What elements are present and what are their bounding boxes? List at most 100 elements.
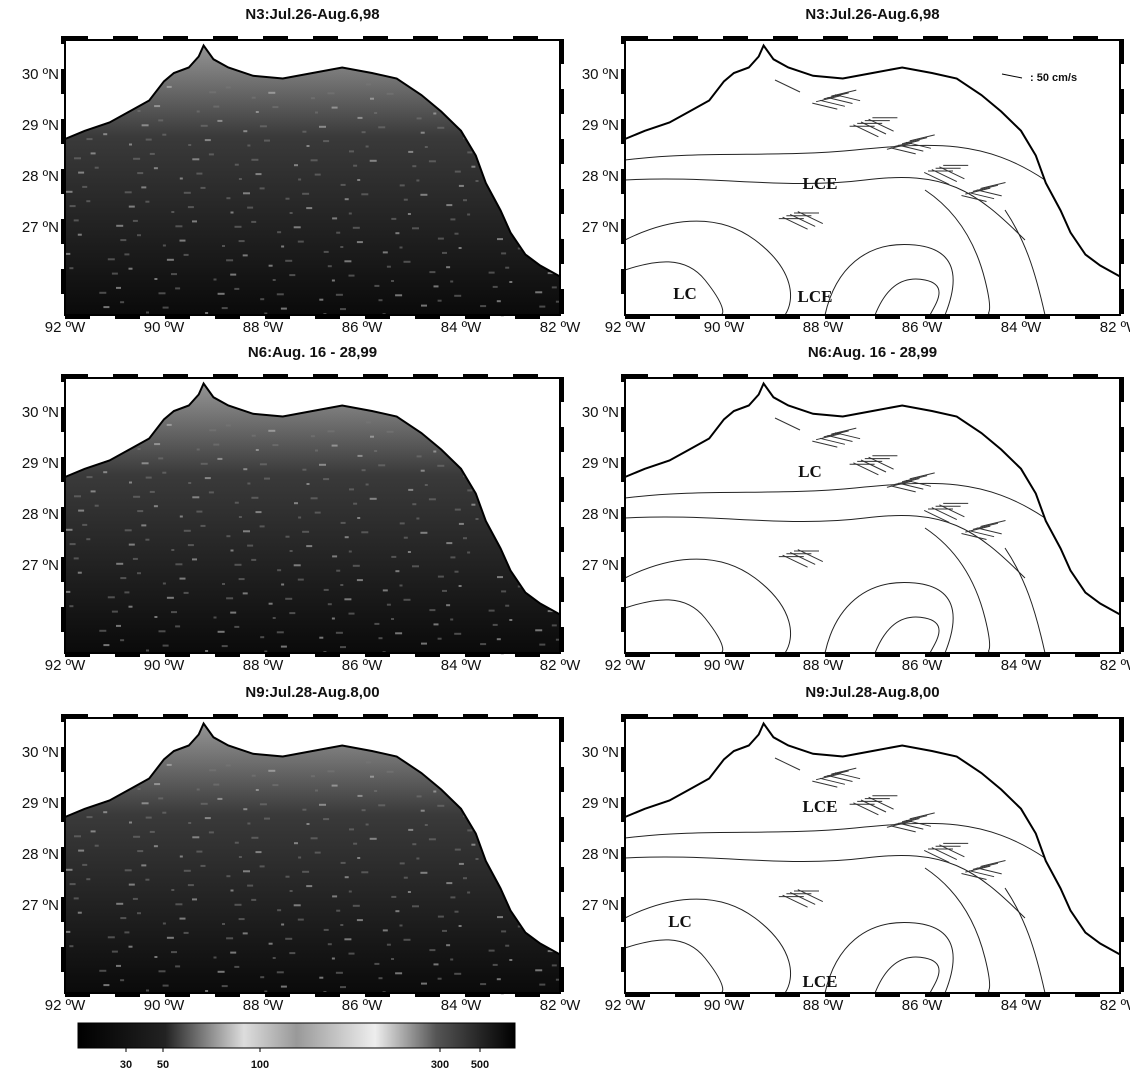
texture xyxy=(268,430,275,432)
texture xyxy=(446,204,452,206)
texture xyxy=(209,831,214,833)
texture xyxy=(336,632,343,634)
texture xyxy=(129,268,133,270)
texture xyxy=(112,273,118,275)
texture xyxy=(196,511,202,513)
texture xyxy=(433,113,436,115)
texture xyxy=(163,645,169,647)
texture xyxy=(74,495,81,497)
texture xyxy=(362,469,366,471)
texture xyxy=(205,139,211,141)
texture xyxy=(214,279,217,281)
texture xyxy=(446,604,450,606)
map-panel: N3:Jul.26-Aug.6,9830 ºN29 ºN28 ºN27 ºN92… xyxy=(22,6,581,336)
texture xyxy=(311,159,318,161)
texture xyxy=(120,577,126,579)
texture xyxy=(471,844,475,846)
texture xyxy=(133,220,138,222)
texture xyxy=(353,905,360,907)
lat-label: 27 ºN xyxy=(22,897,59,914)
texture xyxy=(298,179,301,181)
texture xyxy=(383,929,388,931)
texture xyxy=(344,938,351,940)
texture xyxy=(357,179,360,181)
texture xyxy=(243,130,247,132)
map-panel: N6:Aug. 16 - 28,9930 ºN29 ºN28 ºN27 ºN92… xyxy=(582,344,1130,674)
texture xyxy=(167,597,174,599)
texture xyxy=(425,146,428,148)
texture xyxy=(467,892,470,894)
lat-label: 27 ºN xyxy=(582,897,619,914)
texture xyxy=(476,180,479,182)
texture xyxy=(222,245,225,247)
texture xyxy=(434,963,439,965)
texture xyxy=(459,585,462,587)
texture xyxy=(315,512,321,514)
texture xyxy=(349,551,352,553)
texture xyxy=(180,178,183,180)
texture xyxy=(505,945,509,947)
lon-label: 90 ºW xyxy=(144,657,185,674)
figure: 3050100300500 N3:Jul.26-Aug.6,9830 ºN29 … xyxy=(0,0,1130,1075)
texture xyxy=(286,198,290,200)
texture xyxy=(332,958,335,960)
texture xyxy=(125,529,132,531)
texture xyxy=(91,490,96,492)
texture xyxy=(421,643,427,645)
texture xyxy=(256,789,259,791)
texture xyxy=(429,609,435,611)
texture xyxy=(243,530,250,532)
texture xyxy=(138,788,141,790)
texture xyxy=(192,836,199,838)
texture xyxy=(159,292,166,294)
texture xyxy=(455,171,461,173)
texture xyxy=(145,201,149,203)
texture xyxy=(332,280,335,282)
texture xyxy=(235,564,242,566)
texture xyxy=(214,617,217,619)
texture xyxy=(387,604,391,606)
texture xyxy=(239,516,242,518)
texture xyxy=(281,246,284,248)
texture xyxy=(251,899,256,901)
texture xyxy=(197,111,200,113)
texture xyxy=(281,646,287,648)
texture xyxy=(357,919,363,921)
feature-label: LC xyxy=(668,912,692,931)
texture xyxy=(163,985,169,987)
texture xyxy=(154,278,157,280)
texture xyxy=(286,536,290,538)
texture xyxy=(459,863,464,865)
texture xyxy=(400,925,403,927)
texture xyxy=(467,151,472,153)
texture xyxy=(336,294,343,296)
texture xyxy=(222,583,225,585)
texture xyxy=(421,305,427,307)
texture xyxy=(235,904,242,906)
lat-label: 30 ºN xyxy=(22,404,59,421)
texture xyxy=(243,192,250,194)
texture xyxy=(137,912,141,914)
texture xyxy=(459,185,464,187)
lon-label: 92 ºW xyxy=(605,997,646,1014)
lat-label: 29 ºN xyxy=(22,455,59,472)
texture xyxy=(539,984,545,986)
texture xyxy=(230,274,236,276)
texture xyxy=(319,464,326,466)
texture xyxy=(78,510,84,512)
texture xyxy=(366,824,369,826)
texture xyxy=(264,818,270,820)
lon-label: 82 ºW xyxy=(1100,319,1130,336)
texture xyxy=(281,924,284,926)
lon-label: 86 ºW xyxy=(902,997,943,1014)
texture xyxy=(74,157,81,159)
texture xyxy=(294,164,298,166)
lat-label: 30 ºN xyxy=(582,744,619,761)
texture xyxy=(497,300,501,302)
texture xyxy=(256,449,259,451)
texture xyxy=(505,267,509,269)
texture xyxy=(349,275,355,277)
lon-label: 92 ºW xyxy=(605,319,646,336)
texture xyxy=(358,117,363,119)
texture xyxy=(302,131,306,133)
